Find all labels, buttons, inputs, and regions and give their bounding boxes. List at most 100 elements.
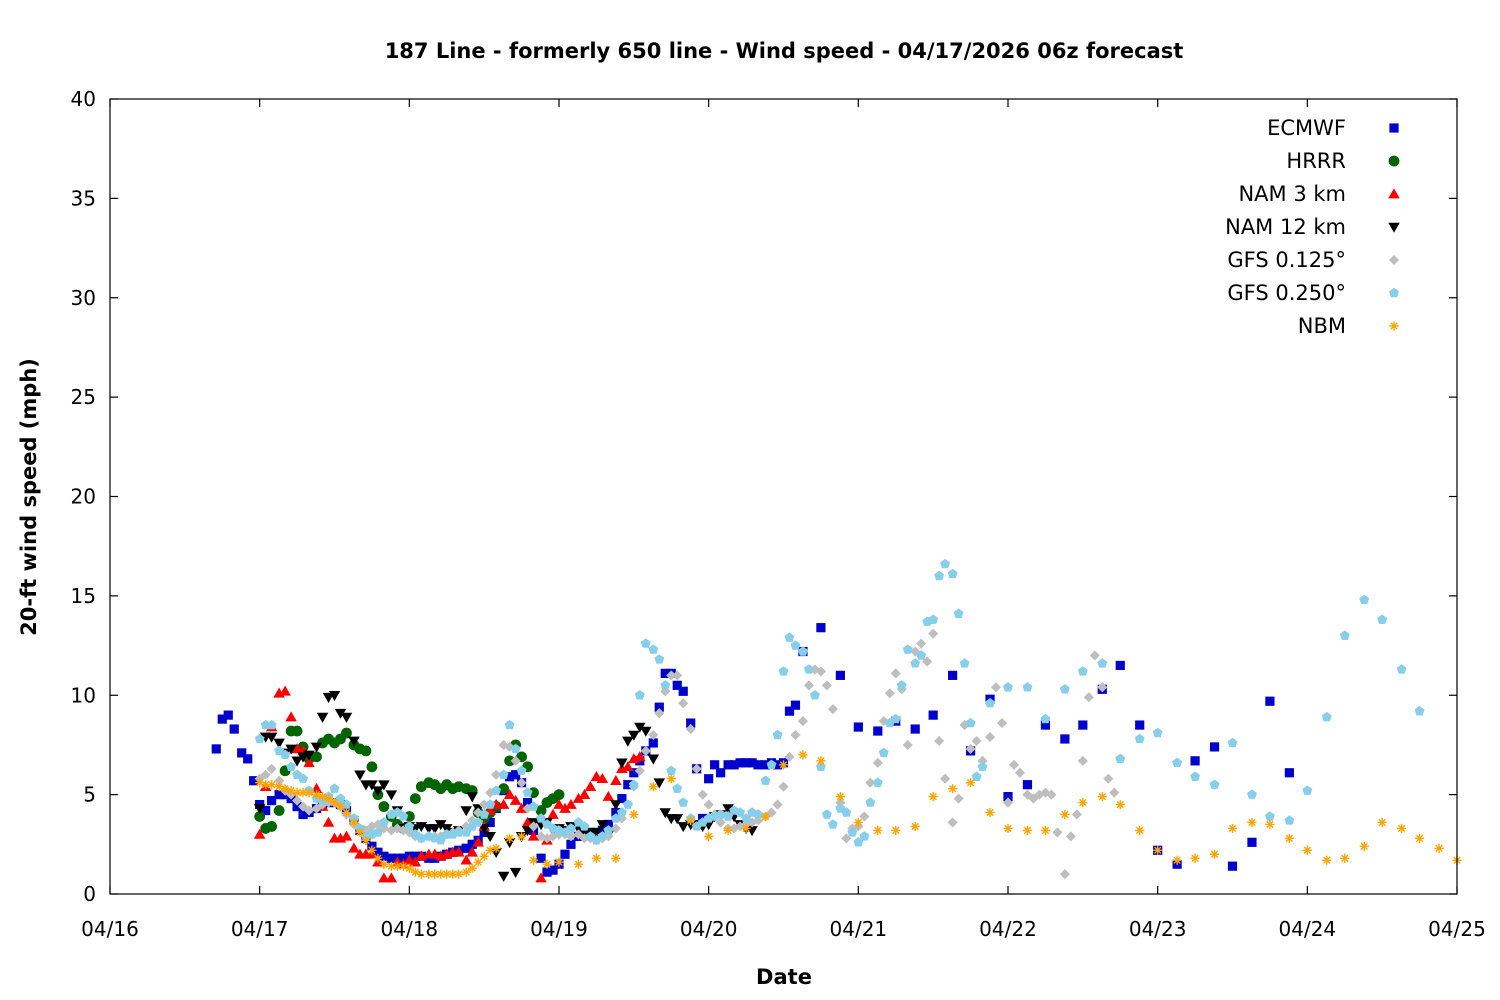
point-nbm (454, 869, 464, 879)
point-gfs-0-250 (461, 827, 472, 837)
point-gfs-0-125 (260, 769, 271, 780)
point-gfs-0-250 (528, 801, 539, 811)
point-nam-12-km (616, 758, 628, 769)
point-nbm (816, 756, 826, 766)
legend-marker-ecmwf (1389, 123, 1399, 133)
point-nbm (392, 861, 402, 871)
point-ecmwf (617, 794, 627, 804)
point-nam-3-km (610, 774, 622, 786)
x-tick-label: 04/17 (231, 917, 289, 941)
point-gfs-0-250 (977, 761, 988, 772)
point-nam-3-km (535, 872, 547, 883)
point-gfs-0-250 (329, 783, 340, 793)
point-ecmwf (948, 670, 958, 680)
point-gfs-0-125 (311, 803, 322, 814)
point-nam-3-km (565, 798, 577, 809)
x-tick-label: 04/23 (1129, 917, 1187, 941)
point-nam-3-km (527, 830, 540, 841)
point-nam-12-km (628, 730, 640, 741)
point-ecmwf (1227, 861, 1238, 871)
point-ecmwf (211, 744, 221, 754)
legend-marker-nam-12-km (1388, 222, 1400, 233)
point-nbm (298, 788, 308, 798)
series-gfs-0-250 (254, 558, 1425, 847)
point-nbm (311, 790, 322, 800)
point-gfs-0-250 (928, 614, 939, 624)
point-gfs-0-125 (616, 813, 627, 824)
point-gfs-0-125 (984, 731, 996, 743)
point-nbm (1040, 825, 1051, 835)
point-nbm (329, 797, 340, 808)
x-tick-label: 04/22 (979, 917, 1037, 941)
point-gfs-0-125 (1071, 809, 1082, 820)
point-gfs-0-125 (1097, 682, 1108, 693)
point-ecmwf (660, 668, 670, 678)
point-nbm (778, 760, 789, 770)
point-nam-3-km (253, 828, 266, 839)
point-gfs-0-125 (971, 735, 982, 747)
point-nbm (948, 784, 958, 794)
point-nbm (1247, 817, 1257, 828)
point-ecmwf (292, 801, 302, 812)
point-gfs-0-250 (971, 771, 982, 781)
point-nam-12-km (385, 790, 398, 801)
point-nbm (1397, 823, 1407, 834)
point-gfs-0-125 (274, 775, 285, 786)
point-hrrr (378, 801, 390, 812)
point-nam-3-km (521, 816, 534, 827)
point-ecmwf (566, 839, 576, 849)
point-ecmwf (1247, 837, 1257, 847)
point-gfs-0-125 (685, 723, 696, 735)
point-nam-12-km (722, 804, 734, 815)
point-nbm (928, 792, 938, 802)
point-ecmwf (723, 760, 733, 770)
point-nbm (416, 869, 426, 879)
point-gfs-0-125 (803, 680, 815, 691)
point-nam-12-km (372, 786, 384, 797)
point-ecmwf (1078, 720, 1088, 730)
point-gfs-0-125 (634, 765, 645, 776)
point-nbm (485, 845, 495, 855)
point-ecmwf (229, 724, 239, 734)
point-nam-3-km (452, 846, 465, 857)
point-gfs-0-250 (254, 733, 265, 744)
point-gfs-0-250 (404, 821, 415, 831)
point-gfs-0-250 (1097, 658, 1108, 668)
point-gfs-0-125 (947, 817, 958, 828)
point-gfs-0-250 (1264, 811, 1275, 821)
point-hrrr (498, 783, 510, 795)
point-gfs-0-125 (1002, 797, 1014, 808)
y-tick-label: 5 (83, 783, 96, 807)
point-nbm (1135, 825, 1145, 835)
point-nam-3-km (409, 856, 422, 867)
point-ecmwf (704, 774, 714, 784)
point-nbm (704, 831, 714, 841)
point-gfs-0-250 (610, 813, 621, 823)
point-nbm (1078, 797, 1088, 808)
legend-label-nbm: NBM (1298, 314, 1346, 338)
point-gfs-0-125 (865, 777, 876, 788)
point-gfs-0-250 (485, 799, 496, 809)
point-nam-12-km (640, 726, 652, 737)
point-gfs-0-125 (916, 638, 927, 649)
point-nbm (317, 792, 328, 802)
point-gfs-0-250 (1414, 705, 1425, 716)
point-nam-12-km (291, 756, 303, 767)
point-nbm (1172, 855, 1182, 865)
x-axis-title: Date (756, 965, 812, 989)
point-gfs-0-250 (804, 664, 814, 674)
point-ecmwf (1060, 734, 1070, 744)
point-nam-12-km (265, 732, 278, 743)
point-nbm (1377, 817, 1387, 828)
point-ecmwf (597, 825, 608, 835)
point-ecmwf (461, 843, 471, 853)
point-ecmwf (648, 738, 658, 748)
point-ecmwf (910, 724, 920, 734)
point-ecmwf (760, 760, 771, 770)
point-gfs-0-125 (859, 811, 870, 822)
point-ecmwf (267, 795, 277, 806)
point-ecmwf (603, 819, 613, 830)
point-gfs-0-125 (378, 823, 389, 834)
point-nbm (798, 750, 808, 760)
